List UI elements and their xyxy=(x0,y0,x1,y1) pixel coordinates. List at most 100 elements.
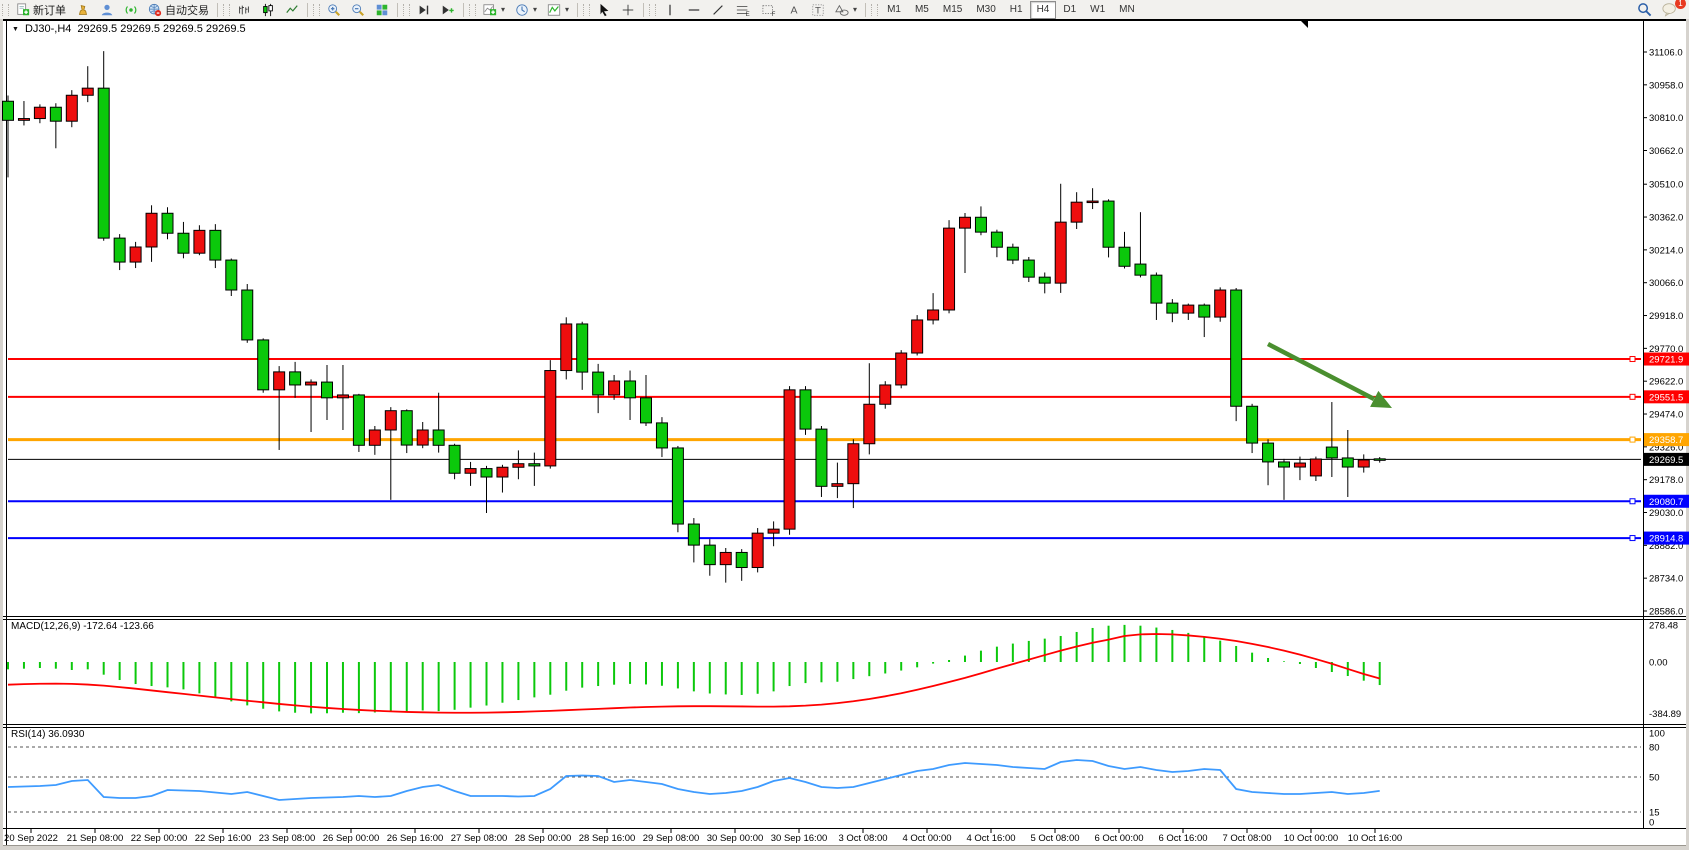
price-tick-label: 30510.0 xyxy=(1649,180,1683,191)
notification-count-badge: 1 xyxy=(1675,0,1686,9)
period-clock-button[interactable]: ▾ xyxy=(510,0,542,19)
grid-tool-button[interactable]: F xyxy=(756,0,782,19)
stamp-button[interactable] xyxy=(71,0,95,19)
label-tool-button[interactable]: T xyxy=(806,0,830,19)
candle-body xyxy=(161,212,174,234)
timeframe-button-M30[interactable]: M30 xyxy=(976,4,996,15)
timeframe-button-W1[interactable]: W1 xyxy=(1090,4,1106,15)
templates-button[interactable]: ▾ xyxy=(542,0,574,19)
crosshair-tool-button[interactable] xyxy=(616,0,640,19)
bar-chart-type-button[interactable] xyxy=(232,0,256,19)
price-line-handle[interactable] xyxy=(1629,436,1636,443)
bar-chart-icon xyxy=(237,3,251,17)
timeframe-button-H1[interactable]: H1 xyxy=(1009,4,1023,15)
timeframe-button-MN[interactable]: MN xyxy=(1119,4,1135,15)
vertical-line-tool-button[interactable] xyxy=(658,0,682,19)
price-line-handle[interactable] xyxy=(1629,535,1636,542)
shapes-tool-button[interactable]: ▾ xyxy=(830,0,862,19)
timeframe-button-H4[interactable]: H4 xyxy=(1029,0,1057,19)
add-indicator-button[interactable]: ▾ xyxy=(478,0,510,19)
signal-button[interactable] xyxy=(119,0,143,19)
price-tick-label: 30214.0 xyxy=(1649,245,1683,256)
profile-button[interactable] xyxy=(95,0,119,19)
shapes-icon xyxy=(835,3,849,17)
auto-trading-label: 自动交易 xyxy=(165,4,209,17)
candle-body xyxy=(719,551,732,566)
rsi-name: RSI(14) xyxy=(11,729,46,740)
text-tool-button[interactable]: A xyxy=(782,0,806,19)
candle-body xyxy=(751,532,764,569)
candle-body xyxy=(608,380,621,396)
timeframe-button-M15[interactable]: M15 xyxy=(942,4,963,15)
candle-body xyxy=(432,429,445,446)
time-tick-label: 4 Oct 00:00 xyxy=(902,833,951,844)
auto-scroll-button[interactable] xyxy=(412,0,436,19)
rsi-axis-label: 80 xyxy=(1649,743,1660,754)
tile-windows-button[interactable] xyxy=(370,0,394,19)
horizontal-line-tool-button[interactable] xyxy=(682,0,706,19)
candle-body xyxy=(847,443,860,485)
line-chart-type-button[interactable] xyxy=(280,0,304,19)
chart-title-dropdown-icon[interactable]: ▼ xyxy=(12,25,19,33)
candle-body xyxy=(799,389,812,430)
candle-body xyxy=(257,339,270,391)
search-button[interactable] xyxy=(1632,0,1657,19)
price-line-handle[interactable] xyxy=(1629,393,1636,400)
candle-body xyxy=(592,371,605,396)
macd-name: MACD(12,26,9) xyxy=(11,621,81,632)
candlestick-chart-icon xyxy=(261,3,275,17)
zoom-out-button[interactable] xyxy=(346,0,370,19)
zoom-in-button[interactable] xyxy=(322,0,346,19)
person-icon xyxy=(100,3,114,17)
price-tick-label: 30362.0 xyxy=(1649,213,1683,224)
price-line-axis-label-text: 29721.9 xyxy=(1649,355,1683,366)
candle-body xyxy=(1150,274,1163,304)
candle-body xyxy=(640,397,652,424)
candle-body xyxy=(273,371,286,391)
fibonacci-tool-button[interactable]: E xyxy=(730,0,756,19)
cursor-tool-button[interactable] xyxy=(592,0,616,19)
timeframe-button-D1[interactable]: D1 xyxy=(1063,4,1077,15)
time-tick-label: 30 Sep 16:00 xyxy=(771,833,828,844)
chart-shift-button[interactable] xyxy=(436,0,460,19)
candle-body xyxy=(1070,201,1083,223)
zoom-out-icon xyxy=(351,3,365,17)
candle-body xyxy=(193,229,206,254)
candle-body xyxy=(209,229,222,261)
candle-body xyxy=(480,468,493,478)
trend-arrow-head[interactable] xyxy=(1370,390,1392,408)
auto-trading-button[interactable]: 自动交易 xyxy=(143,0,214,19)
trend-arrow-annotation[interactable] xyxy=(1266,342,1376,401)
notifications-button[interactable]: 1 xyxy=(1657,0,1686,19)
new-order-button[interactable]: 新订单 xyxy=(11,0,71,19)
price-line-handle[interactable] xyxy=(1629,498,1636,505)
chart-scroll-marker-icon xyxy=(1299,19,1308,28)
rsi-axis-label: 100 xyxy=(1649,729,1665,740)
price-tick-label: 30662.0 xyxy=(1649,146,1683,157)
candle-body xyxy=(289,371,302,386)
candle-body xyxy=(767,528,780,534)
chart-symbol-period: DJ30-,H4 xyxy=(24,23,72,35)
time-tick-label: 6 Oct 16:00 xyxy=(1158,833,1207,844)
signal-icon xyxy=(124,3,138,17)
chart-background xyxy=(3,19,1686,845)
new-order-label: 新订单 xyxy=(33,4,66,17)
chart-title[interactable]: ▼ DJ30-,H4 29269.5 29269.5 29269.5 29269… xyxy=(12,23,246,35)
price-line-handle[interactable] xyxy=(1629,356,1636,363)
candle-body xyxy=(305,381,318,386)
timeframe-button-M5[interactable]: M5 xyxy=(914,4,929,15)
candle-body xyxy=(336,394,349,399)
trendline-tool-button[interactable] xyxy=(706,0,730,19)
timeframe-button-M1[interactable]: M1 xyxy=(887,4,901,15)
candle-body xyxy=(703,544,716,566)
candle-body xyxy=(368,429,381,446)
time-tick-label: 26 Sep 00:00 xyxy=(323,833,380,844)
time-tick-label: 6 Oct 00:00 xyxy=(1094,833,1143,844)
candle-chart-type-button[interactable] xyxy=(256,0,280,19)
add-indicator-icon xyxy=(483,3,497,17)
time-tick-label: 7 Oct 08:00 xyxy=(1222,833,1271,844)
price-tick-label: 30810.0 xyxy=(1649,113,1683,124)
candle-body xyxy=(1341,457,1354,468)
